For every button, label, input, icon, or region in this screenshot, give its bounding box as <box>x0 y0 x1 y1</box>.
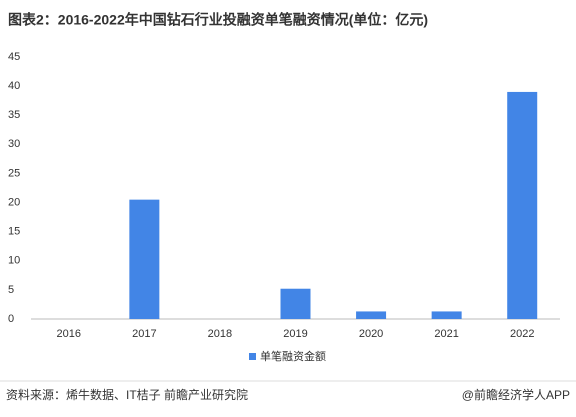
y-tick-label: 5 <box>8 284 14 296</box>
bar <box>507 91 538 319</box>
credit: @前瞻经济学人APP <box>462 387 570 402</box>
source: 资料来源：烯牛数据、IT桔子 前瞻产业研究院 <box>6 387 248 402</box>
x-tick-label: 2022 <box>510 328 534 340</box>
y-tick-label: 0 <box>8 313 14 325</box>
y-tick-label: 15 <box>8 226 20 238</box>
chart-title: 图表2：2016-2022年中国钻石行业投融资单笔融资情况(单位：亿元) <box>8 12 428 28</box>
bar <box>280 288 311 319</box>
y-tick-label: 40 <box>8 80 20 92</box>
y-tick-label: 35 <box>8 109 20 121</box>
x-tick-label: 2019 <box>283 328 307 340</box>
bar <box>129 199 160 319</box>
y-tick-label: 10 <box>8 255 20 267</box>
x-tick-label: 2021 <box>434 328 458 340</box>
bar <box>431 311 462 319</box>
y-tick-label: 45 <box>8 51 20 63</box>
legend-swatch <box>249 353 256 360</box>
x-tick-label: 2016 <box>57 328 81 340</box>
y-tick-label: 25 <box>8 167 20 179</box>
bar <box>356 311 387 319</box>
x-tick-label: 2020 <box>359 328 383 340</box>
y-tick-label: 30 <box>8 138 20 150</box>
legend-label: 单笔融资金额 <box>260 349 326 363</box>
x-tick-label: 2017 <box>132 328 156 340</box>
y-tick-label: 20 <box>8 196 20 208</box>
x-tick-label: 2018 <box>208 328 232 340</box>
